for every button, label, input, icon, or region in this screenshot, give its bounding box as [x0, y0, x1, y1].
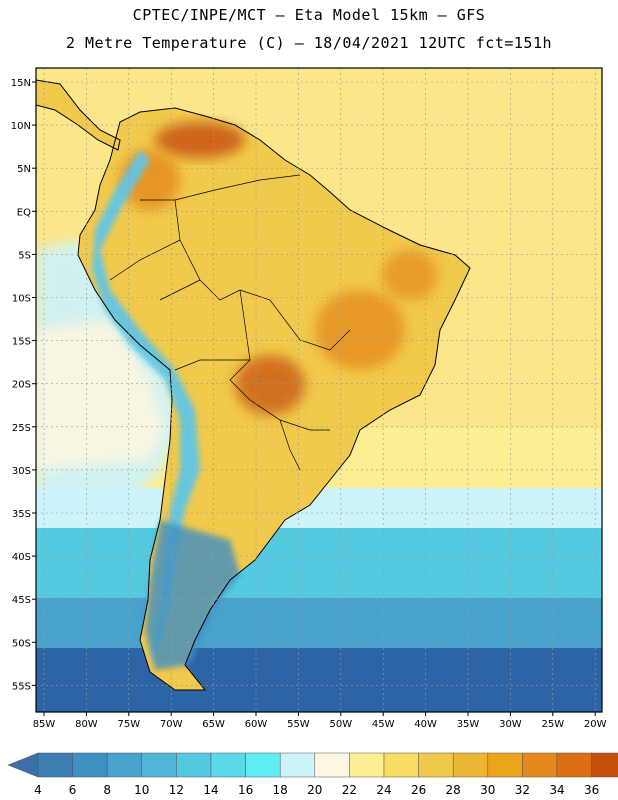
coastline [77, 107, 471, 691]
longitude-label: 45W [372, 719, 395, 730]
colorbar-swatch [106, 752, 143, 778]
ocean-cool-band [36, 528, 602, 598]
hot-zone-venezuela [155, 122, 245, 158]
longitude-label: 75W [117, 719, 140, 730]
country-borders [109, 174, 351, 471]
colorbar-label: 20 [307, 783, 322, 797]
ocean-cold-band [36, 648, 602, 712]
colorbar-label: 12 [169, 783, 184, 797]
colorbar-swatch [141, 752, 177, 778]
longitude-label: 40W [414, 719, 437, 730]
colorbar-label: 34 [549, 783, 564, 797]
longitude-label: 25W [541, 719, 564, 730]
colorbar-swatch [314, 752, 350, 778]
hot-zone-northeast [382, 250, 438, 300]
colorbar-label: 30 [480, 783, 495, 797]
colorbar-label: 4 [34, 783, 42, 797]
latitude-label: 30S [12, 466, 31, 477]
latitude-label: 5N [17, 164, 31, 175]
colorbar-under-triangle [7, 752, 39, 778]
hot-zone-paraguay [235, 355, 305, 415]
longitude-label: 60W [245, 719, 268, 730]
colorbar-swatch [452, 752, 489, 778]
colorbar-swatch [279, 752, 316, 778]
colorbar-label: 28 [446, 783, 461, 797]
coastline-central-america [36, 79, 121, 151]
longitude-label: 30W [499, 719, 522, 730]
longitude-label: 65W [202, 719, 225, 730]
latitude-label: 25S [12, 423, 31, 434]
latitude-label: 35S [12, 509, 31, 520]
latitude-labels: 15N 10N 5N EQ 5S 10S 15S 20S 25S 30S 35S 40S 45S 50S 5… [11, 78, 31, 692]
latitude-label: EQ [17, 207, 31, 218]
hot-zone-mato-grosso [315, 290, 405, 370]
map-frame [35, 67, 603, 713]
colorbar-swatch [591, 752, 618, 778]
map-title-line-2: 2 Metre Temperature (C) – 18/04/2021 12U… [65, 34, 553, 52]
longitude-labels: 85W 80W 75W 70W 65W 60W 55W 50W 45W 40W 35W 30W 25W 2… [33, 719, 607, 730]
lat-lon-grid [32, 68, 602, 716]
colorbar-swatch [176, 752, 212, 778]
colorbar-swatch [72, 752, 108, 778]
colorbar-label: 18 [273, 783, 288, 797]
map-title-line-1: CPTEC/INPE/MCT – Eta Model 15km – GFS [132, 6, 486, 24]
colorbar-swatch [522, 752, 558, 778]
colorbar-swatch [349, 752, 385, 778]
colorbar-swatch [210, 752, 246, 778]
colorbar-label: 36 [584, 783, 599, 797]
colorbar-swatch [418, 752, 454, 778]
colorbar-label: 10 [134, 783, 149, 797]
colorbar-label: 8 [103, 783, 111, 797]
pacific-mild-area [36, 320, 165, 470]
colorbar-swatch [487, 752, 523, 778]
colorbar-label: 22 [342, 783, 357, 797]
latitude-label: 15S [12, 337, 31, 348]
longitude-label: 35W [457, 719, 480, 730]
central-america-land [36, 80, 120, 150]
colorbar-label: 24 [376, 783, 391, 797]
longitude-label: 50W [329, 719, 352, 730]
colorbar-swatch [37, 752, 73, 778]
latitude-label: 10S [12, 294, 31, 305]
colorbar-label: 32 [515, 783, 530, 797]
longitude-label: 55W [287, 719, 310, 730]
colorbar-label: 26 [411, 783, 426, 797]
latitude-label: 45S [12, 595, 31, 606]
latitude-label: 20S [12, 380, 31, 391]
map-field [36, 68, 602, 712]
latitude-label: 10N [11, 121, 31, 132]
latitude-label: 55S [12, 681, 31, 692]
longitude-label: 80W [75, 719, 98, 730]
ocean-cooler-band [36, 598, 602, 648]
colorbar-swatch [383, 752, 419, 778]
colorbar-swatch [245, 752, 281, 778]
longitude-label: 85W [33, 719, 56, 730]
temperature-colorbar: 468101214161820222426283032343638 [7, 752, 618, 797]
longitude-label: 20W [584, 719, 607, 730]
patagonia-cool-land [145, 520, 240, 670]
latitude-label: 50S [12, 638, 31, 649]
colorbar-label: 16 [238, 783, 253, 797]
colorbar-swatch [556, 752, 592, 778]
latitude-label: 15N [11, 78, 31, 89]
colorbar-label: 14 [203, 783, 218, 797]
longitude-label: 70W [160, 719, 183, 730]
latitude-label: 40S [12, 552, 31, 563]
colorbar-label: 6 [69, 783, 77, 797]
latitude-label: 5S [18, 250, 31, 261]
